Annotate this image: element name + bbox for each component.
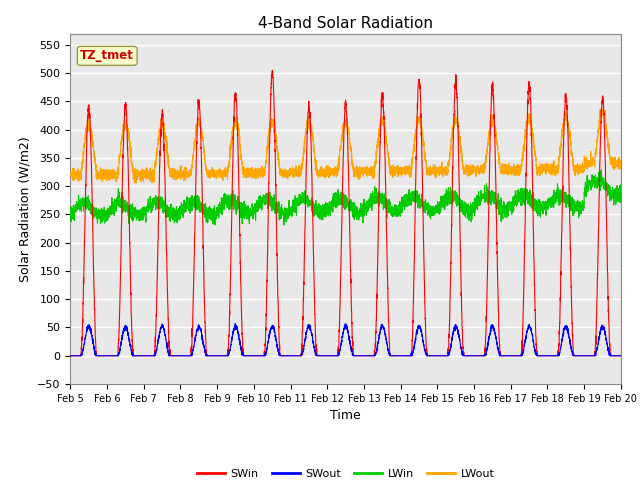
Legend: SWin, SWout, LWin, LWout: SWin, SWout, LWin, LWout — [193, 465, 499, 480]
Y-axis label: Solar Radiation (W/m2): Solar Radiation (W/m2) — [19, 136, 32, 282]
X-axis label: Time: Time — [330, 409, 361, 422]
Text: TZ_tmet: TZ_tmet — [80, 49, 134, 62]
Title: 4-Band Solar Radiation: 4-Band Solar Radiation — [258, 16, 433, 31]
